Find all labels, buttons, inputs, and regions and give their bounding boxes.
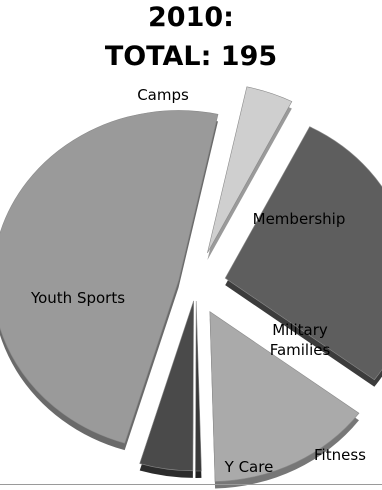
data-label-camps: Camps	[137, 86, 189, 104]
data-label-youth-sports: Youth Sports	[30, 289, 125, 307]
data-label-fitness: Fitness	[314, 446, 366, 464]
pie-slice-youth-sports	[0, 110, 219, 451]
pie-slice-y-care	[139, 300, 194, 478]
chart-title-line-2: TOTAL: 195	[104, 41, 278, 72]
pie-slice-military-families	[209, 311, 360, 489]
pie-slice-fitness	[195, 300, 202, 478]
data-label-y-care: Y Care	[224, 458, 274, 476]
pie-slice-face-fitness	[195, 300, 202, 472]
pie-slice-camps	[207, 86, 293, 260]
pie-slice-face-y-care	[139, 300, 194, 472]
data-label-membership: Membership	[253, 210, 346, 228]
chart-title-line-1: 2010:	[148, 2, 234, 33]
pie-slice-face-camps	[207, 86, 293, 254]
pie-slice-face-youth-sports	[0, 110, 219, 444]
pie-labels: Membership Military Families Fitness Y Care Y…	[30, 86, 366, 476]
pie-slice-face-membership	[224, 126, 382, 381]
pie-slice-membership	[224, 126, 382, 387]
pie-slices	[0, 86, 382, 489]
data-label-military-families: Military Families	[270, 321, 331, 359]
pie-slice-face-military-families	[209, 311, 360, 482]
bottom-divider	[0, 484, 382, 485]
